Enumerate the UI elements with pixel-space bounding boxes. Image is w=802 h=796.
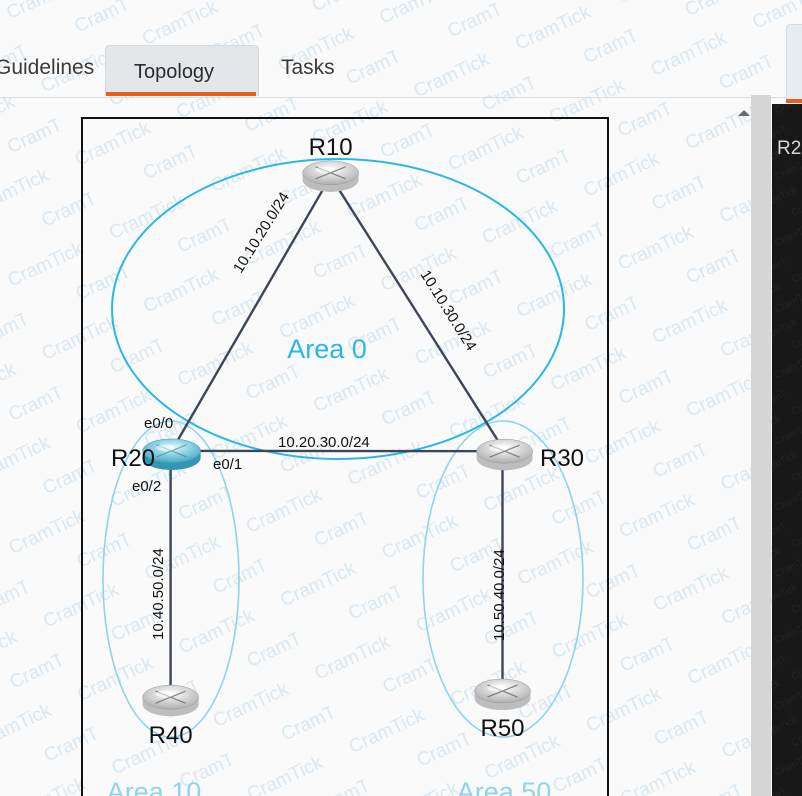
svg-text:10.10.20.0/24: 10.10.20.0/24 [230,189,293,276]
svg-text:10.40.50.0/24: 10.40.50.0/24 [150,548,167,640]
svg-text:R30: R30 [540,445,584,472]
svg-text:Area 50: Area 50 [457,777,552,796]
svg-text:e0/0: e0/0 [144,415,173,432]
svg-text:Area 0: Area 0 [287,334,367,364]
svg-text:Area 10: Area 10 [107,777,202,796]
svg-text:10.20.30.0/24: 10.20.30.0/24 [278,434,370,451]
svg-text:R10: R10 [309,134,353,161]
svg-text:R40: R40 [149,722,193,749]
svg-text:10.50.40.0/24: 10.50.40.0/24 [491,549,508,641]
svg-text:R50: R50 [480,715,524,742]
svg-text:e0/2: e0/2 [132,478,161,495]
svg-text:10.10.30.0/24: 10.10.30.0/24 [417,267,480,354]
svg-text:e0/1: e0/1 [213,456,242,473]
svg-text:R20: R20 [111,445,155,472]
